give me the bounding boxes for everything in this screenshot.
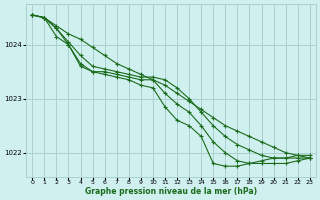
X-axis label: Graphe pression niveau de la mer (hPa): Graphe pression niveau de la mer (hPa)	[85, 187, 257, 196]
